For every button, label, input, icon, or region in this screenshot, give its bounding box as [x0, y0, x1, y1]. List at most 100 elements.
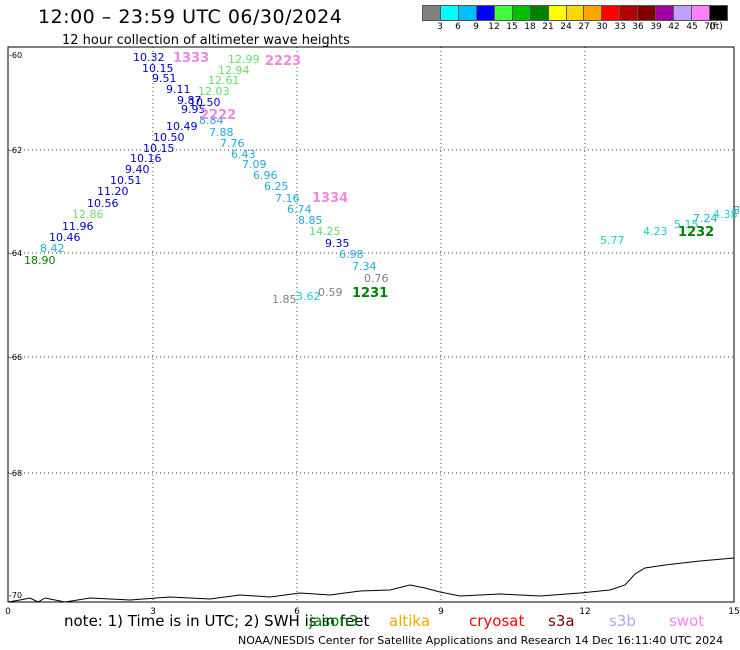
wave-height-value: 9.11	[166, 83, 191, 96]
wave-height-value: 6.96	[253, 169, 278, 182]
y-tick-label: -68	[9, 469, 22, 478]
wave-height-color-legend	[422, 5, 728, 21]
legend-swatch	[583, 5, 602, 21]
wave-height-value: 5.15	[674, 218, 699, 231]
wave-height-value: 12.86	[72, 208, 104, 221]
legend-swatch	[709, 5, 728, 21]
wave-height-value: 4.38	[713, 208, 738, 221]
x-tick-label: 9	[438, 607, 444, 617]
y-tick-label: -66	[9, 353, 22, 362]
map-grid	[8, 47, 734, 602]
wave-height-value: 14.25	[309, 225, 341, 238]
pass-track-label: 1231	[352, 286, 388, 301]
wave-height-value: 8.42	[40, 242, 65, 255]
legend-label: 30	[596, 22, 608, 32]
satellite-label-swot: swot	[669, 612, 705, 630]
legend-label: (ft)	[709, 22, 723, 32]
wave-height-value: 12.99	[228, 53, 260, 66]
wave-height-value: 8.85	[298, 214, 323, 227]
wave-height-value: 7.76	[220, 137, 245, 150]
legend-label: 3	[437, 22, 443, 32]
y-tick-label: -64	[9, 249, 22, 258]
wave-height-value: 12.03	[198, 85, 230, 98]
legend-swatch	[655, 5, 674, 21]
satellite-label-cryosat: cryosat	[469, 612, 525, 630]
legend-label: 6	[455, 22, 461, 32]
legend-label: 45	[686, 22, 698, 32]
legend-swatch	[511, 5, 530, 21]
satellite-label-jason3: jason3	[309, 612, 359, 630]
legend-label: 42	[668, 22, 680, 32]
legend-label: 70	[704, 22, 716, 32]
y-tick-label: -62	[9, 146, 22, 155]
wave-height-value: 9.35	[325, 237, 350, 250]
coastline-antarctica	[7, 557, 735, 603]
wave-height-value: 6.98	[339, 248, 364, 261]
legend-label: 36	[632, 22, 644, 32]
x-tick-label: 3	[150, 607, 156, 617]
wave-height-value: 7.88	[209, 126, 234, 139]
footer-credit: NOAA/NESDIS Center for Satellite Applica…	[238, 634, 724, 647]
legend-swatch	[691, 5, 709, 21]
pass-track-label: 2223	[265, 54, 301, 69]
legend-label: 15	[506, 22, 518, 32]
wave-height-value: 10.50	[189, 96, 221, 109]
wave-height-value: 10.15	[143, 142, 175, 155]
legend-swatch	[565, 5, 584, 21]
legend-swatch	[601, 5, 620, 21]
wave-height-value: 10.16	[130, 152, 162, 165]
wave-height-value: 9.87	[177, 94, 202, 107]
map-title: 12:00 – 23:59 UTC 06/30/2024	[38, 6, 343, 28]
legend-swatch	[493, 5, 512, 21]
wave-height-value: 8.84	[199, 114, 224, 127]
legend-swatch	[529, 5, 548, 21]
legend-swatch	[619, 5, 638, 21]
pass-track-label: 1334	[312, 191, 348, 206]
wave-height-value: 10.46	[49, 231, 81, 244]
wave-height-value: 1.85	[272, 293, 297, 306]
legend-label: 18	[524, 22, 536, 32]
satellite-label-s3b: s3b	[609, 612, 636, 630]
axis-ticks: 0 3 6 9 12 15 -60 -62 -64 -66 -68 -70	[5, 51, 740, 617]
wave-height-value: 6.74	[287, 203, 312, 216]
x-tick-label: 0	[5, 607, 11, 617]
y-tick-label: -60	[9, 51, 22, 60]
wave-height-value: 6.25	[264, 180, 289, 193]
satellite-label-altika: altika	[389, 612, 431, 630]
legend-label: 39	[650, 22, 662, 32]
wave-height-value: 7.16	[275, 192, 300, 205]
wave-height-value: 10.49	[166, 120, 198, 133]
legend-label: 33	[614, 22, 626, 32]
wave-height-value: 7.24	[693, 212, 718, 225]
wave-height-value: 10.50	[153, 131, 185, 144]
pass-track-label: 1333	[173, 51, 209, 66]
x-tick-label: 15	[728, 607, 739, 617]
wave-height-value: 9.40	[125, 163, 150, 176]
legend-swatch	[547, 5, 566, 21]
wave-height-value: 0.76	[364, 272, 389, 285]
wave-height-value: 10.51	[110, 174, 142, 187]
wave-height-value: 4.23	[643, 225, 668, 238]
legend-label: 21	[542, 22, 554, 32]
wave-height-value: 12.61	[208, 74, 240, 87]
wave-height-value: 0.59	[318, 286, 343, 299]
legend-labels: 3 6 9 12 15 18 21 24 27 30 33 36 39 42 45 70 (ft)	[422, 22, 740, 36]
wave-height-value: 6.43	[231, 148, 256, 161]
legend-swatch	[475, 5, 494, 21]
wave-height-value: 7.09	[242, 158, 267, 171]
wave-height-value: 9.51	[152, 72, 177, 85]
wave-height-value: 7.34	[352, 260, 377, 273]
legend-label: 9	[473, 22, 479, 32]
pass-track-label: 2222	[200, 108, 236, 123]
legend-swatch	[673, 5, 692, 21]
wave-height-value: 18.90	[24, 254, 56, 267]
wave-height-value: 8	[733, 204, 740, 217]
x-tick-label: 12	[579, 607, 590, 617]
footer-note: note: 1) Time is in UTC; 2) SWH is in fe…	[64, 612, 370, 630]
wave-height-value: 9.95	[181, 103, 206, 116]
legend-swatch	[457, 5, 476, 21]
legend-swatch	[439, 5, 458, 21]
wave-height-value: 12.94	[218, 64, 250, 77]
satellite-label-s3a: s3a	[548, 612, 575, 630]
